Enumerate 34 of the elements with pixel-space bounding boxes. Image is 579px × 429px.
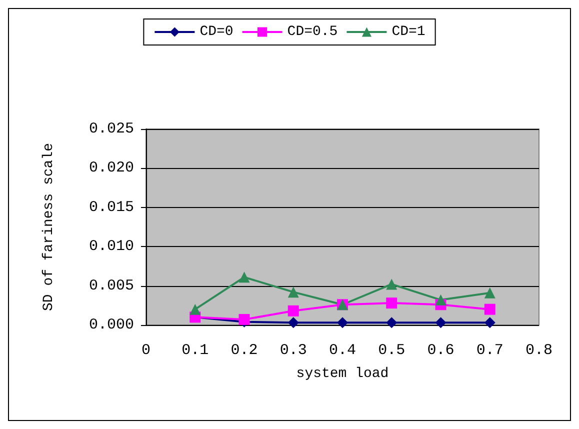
legend-label: CD=0 — [200, 24, 234, 40]
x-tick-label: 0.7 — [476, 342, 504, 359]
point — [435, 294, 446, 306]
y-tick-label: 0.025 — [88, 120, 134, 138]
y-tick-label: 0.010 — [88, 238, 134, 256]
x-axis-title: system load — [296, 366, 389, 382]
point — [484, 304, 496, 315]
x-tick-label: 0.1 — [182, 342, 209, 359]
point — [288, 305, 299, 316]
point — [484, 317, 496, 328]
point — [288, 317, 299, 328]
point — [288, 286, 299, 298]
x-tick-label: 0.8 — [525, 342, 553, 359]
point — [386, 278, 398, 290]
point — [435, 317, 446, 328]
point — [484, 287, 496, 298]
x-tick-label: 0.2 — [230, 342, 258, 359]
y-axis-title: SD of fariness scale — [41, 142, 57, 312]
x-tick-label: 0.6 — [427, 342, 454, 359]
x-tick-label: 0.5 — [378, 342, 406, 359]
y-tick-label: 0.015 — [88, 198, 134, 216]
legend-label: CD=0.5 — [287, 24, 338, 40]
x-tick-label: 0 — [141, 342, 151, 359]
y-tick-label: 0.005 — [88, 277, 134, 294]
y-tick-label: 0.000 — [88, 316, 134, 334]
point — [238, 272, 250, 283]
legend-label: CD=1 — [392, 24, 426, 40]
point — [190, 304, 201, 315]
x-tick-label: 0.3 — [280, 342, 307, 359]
point — [386, 298, 398, 309]
point — [337, 317, 348, 328]
x-tick-label: 0.4 — [328, 342, 356, 359]
y-tick-label: 0.020 — [88, 160, 134, 177]
point — [386, 317, 398, 328]
